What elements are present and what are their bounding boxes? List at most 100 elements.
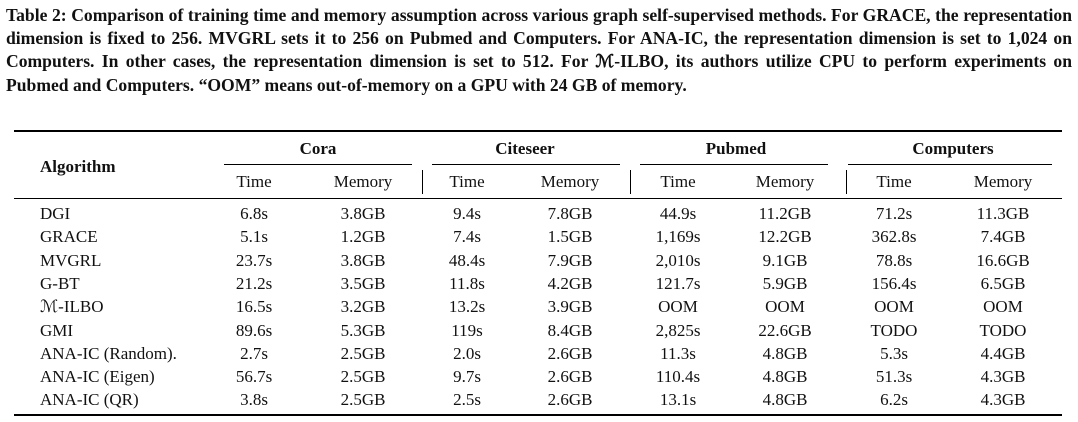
caption-label: Table 2: xyxy=(6,5,67,25)
table-cell: 1,169s xyxy=(655,227,701,247)
row-name: ANA-IC (Eigen) xyxy=(40,367,155,387)
row-name: GRACE xyxy=(40,227,98,247)
table-cell: 1.5GB xyxy=(547,227,593,247)
table-cell: 6.8s xyxy=(240,204,268,223)
table-cell: 51.3s xyxy=(875,367,913,387)
table-cell: 5.1s xyxy=(240,227,268,247)
group-header: Citeseer xyxy=(495,139,555,158)
table-cell: 2.5s xyxy=(453,390,481,410)
table-cell: 7.4s xyxy=(453,227,481,247)
table-cell: 2.0s xyxy=(453,343,481,363)
table-cell: 56.7s xyxy=(235,367,273,387)
table-cell: 21.2s xyxy=(235,273,273,293)
table-cell: 2,825s xyxy=(655,320,701,340)
table-bottom-rule xyxy=(14,414,1062,416)
row-name: ANA-IC (QR) xyxy=(40,390,139,410)
table-cell: 11.3s xyxy=(660,343,696,363)
table-cell: 2.6GB xyxy=(547,343,593,363)
table-cell: 5.3s xyxy=(880,343,908,363)
table-cell: 6.5GB xyxy=(980,273,1026,293)
table-cell: 11.3GB xyxy=(976,204,1030,223)
column-separator xyxy=(422,170,423,194)
table-cell: 6.2s xyxy=(880,390,908,410)
column-subheader: Time xyxy=(876,172,912,191)
table-cell: 4.8GB xyxy=(762,367,808,387)
table-cell: 23.7s xyxy=(235,250,273,270)
table-cell: 4.2GB xyxy=(547,273,593,293)
table-caption: Table 2: Comparison of training time and… xyxy=(6,4,1072,97)
table-cell: 9.7s xyxy=(453,367,481,387)
table-cell: 7.4GB xyxy=(980,227,1026,247)
row-name: ℳ-ILBO xyxy=(40,297,104,317)
table-cell: 362.8s xyxy=(871,227,917,247)
table-cell: 3.9GB xyxy=(547,297,593,317)
header-bottom-rule xyxy=(14,198,1062,199)
column-subheader: Memory xyxy=(333,172,393,191)
group-header: Computers xyxy=(912,139,994,158)
table-cell: 4.3GB xyxy=(980,390,1026,410)
group-underline xyxy=(848,164,1052,165)
row-name: ANA-IC (Random). xyxy=(40,343,177,363)
table-cell: TODO xyxy=(979,320,1027,340)
table-cell: 2.6GB xyxy=(547,390,593,410)
table-cell: OOM xyxy=(658,297,698,317)
table-top-rule xyxy=(14,130,1062,132)
table-cell: 2.7s xyxy=(240,343,268,363)
table-cell: 3.8s xyxy=(240,390,268,410)
row-name: DGI xyxy=(40,204,71,223)
group-header: Pubmed xyxy=(705,139,767,158)
table-cell: 2,010s xyxy=(655,250,701,270)
group-underline xyxy=(640,164,828,165)
table-cell: 2.5GB xyxy=(340,343,386,363)
table-cell: 44.9s xyxy=(659,204,697,223)
column-subheader: Memory xyxy=(973,172,1033,191)
column-separator xyxy=(630,170,631,194)
table-cell: TODO xyxy=(870,320,918,340)
row-name: GMI xyxy=(40,320,74,340)
table-cell: 16.5s xyxy=(235,297,273,317)
table-cell: 11.2GB xyxy=(758,204,812,223)
table-cell: 110.4s xyxy=(655,367,701,387)
table-cell: OOM xyxy=(765,297,805,317)
table-cell: 4.8GB xyxy=(762,343,808,363)
column-subheader: Memory xyxy=(755,172,815,191)
table-cell: 8.4GB xyxy=(547,320,593,340)
table-cell: 22.6GB xyxy=(758,320,812,340)
group-underline xyxy=(432,164,620,165)
table-cell: 2.5GB xyxy=(340,390,386,410)
table-cell: 78.8s xyxy=(875,250,913,270)
table-cell: 3.8GB xyxy=(340,204,386,223)
table-cell: 11.8s xyxy=(449,273,485,293)
caption-text: Comparison of training time and memory a… xyxy=(6,5,1072,95)
column-subheader: Time xyxy=(660,172,696,191)
table-cell: OOM xyxy=(874,297,914,317)
table-cell: 5.3GB xyxy=(340,320,386,340)
table-cell: 71.2s xyxy=(875,204,913,223)
column-subheader: Memory xyxy=(540,172,600,191)
column-subheader: Time xyxy=(449,172,485,191)
table-cell: OOM xyxy=(983,297,1023,317)
column-separator xyxy=(846,170,847,194)
table-cell: 156.4s xyxy=(871,273,917,293)
table-cell: 48.4s xyxy=(448,250,486,270)
table-cell: 12.2GB xyxy=(758,227,812,247)
table-cell: 4.4GB xyxy=(980,343,1026,363)
table-cell: 3.8GB xyxy=(340,250,386,270)
table-cell: 9.4s xyxy=(453,204,481,223)
table-cell: 89.6s xyxy=(235,320,273,340)
table-cell: 4.3GB xyxy=(980,367,1026,387)
table-cell: 119s xyxy=(451,320,483,340)
table-cell: 7.9GB xyxy=(547,250,593,270)
table-cell: 1.2GB xyxy=(340,227,386,247)
table-cell: 13.2s xyxy=(448,297,486,317)
table-cell: 4.8GB xyxy=(762,390,808,410)
group-underline xyxy=(224,164,412,165)
table-cell: 16.6GB xyxy=(976,250,1030,270)
table-cell: 2.5GB xyxy=(340,367,386,387)
row-header-label: Algorithm xyxy=(40,157,116,176)
table-cell: 3.5GB xyxy=(340,273,386,293)
table-cell: 3.2GB xyxy=(340,297,386,317)
group-header: Cora xyxy=(299,139,337,158)
table-cell: 7.8GB xyxy=(547,204,593,223)
row-name: MVGRL xyxy=(40,250,102,270)
